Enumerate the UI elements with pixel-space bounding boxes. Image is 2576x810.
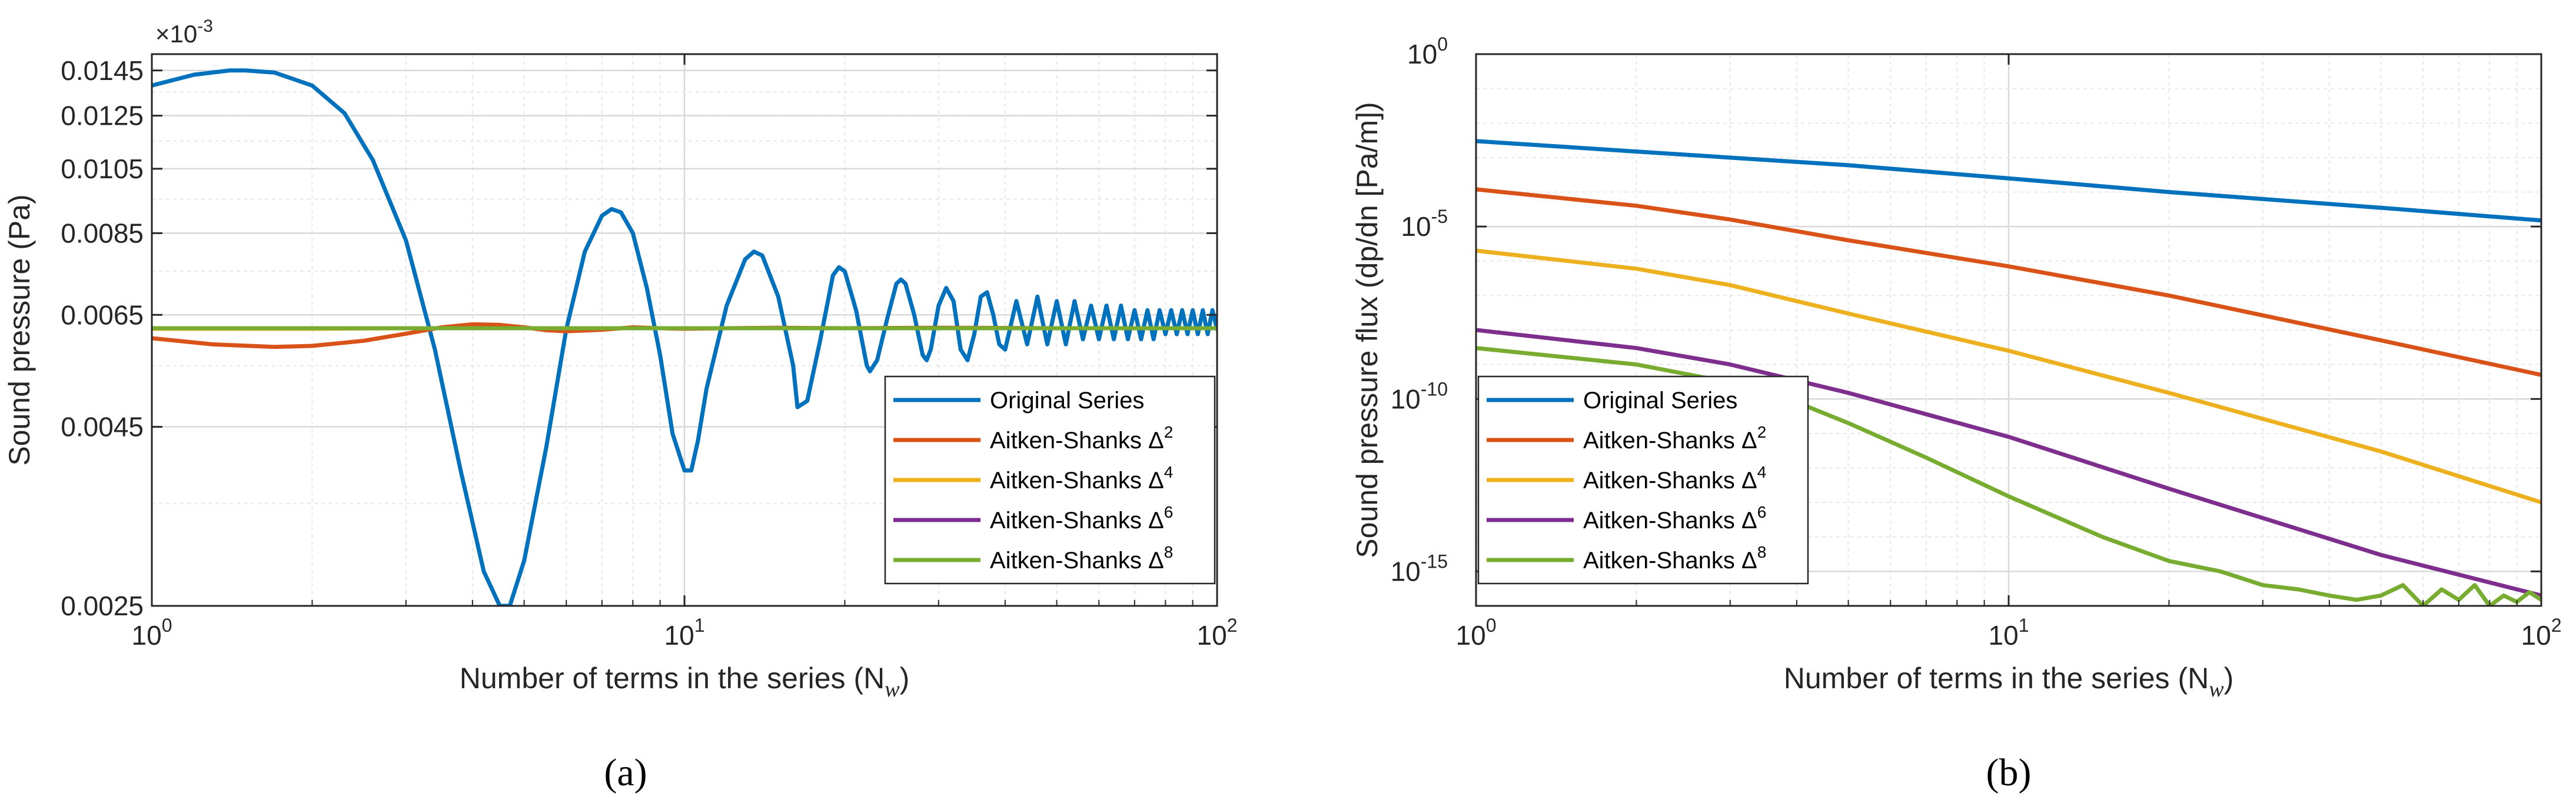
series-line-1 [152, 68, 1217, 606]
legend-label-4: Aitken-Shanks Δ6 [990, 503, 1173, 534]
series-line-2 [1476, 187, 2541, 377]
legend-label-1: Original Series [990, 388, 1144, 414]
y-tick-label: 10-15 [1391, 551, 1448, 586]
panel-b-x-axis-label: Number of terms in the series (Nw) [1784, 662, 2233, 702]
y-tick-label: 100 [1407, 34, 1448, 69]
x-tick-label: 101 [664, 615, 705, 651]
panel-b-ticks: 100 101 102 10-15 10-10 10-5 100 [1391, 34, 2562, 651]
legend-label-5: Aitken-Shanks Δ8 [990, 543, 1173, 574]
panel-a-y-axis-label: Sound pressure (Pa) [3, 194, 36, 465]
y-tick-label: 0.0105 [61, 154, 144, 184]
legend-label-1: Original Series [1583, 388, 1737, 414]
series-line-5 [1476, 346, 2541, 606]
legend-label-2: Aitken-Shanks Δ2 [1583, 423, 1766, 454]
y-tick-label: 0.0025 [61, 591, 144, 621]
panel-a-legend: Original Series Aitken-Shanks Δ2 Aitken-Sh… [884, 375, 1216, 585]
y-tick-label: 0.0085 [61, 218, 144, 248]
panel-b: 100 101 102 10-15 10-10 10-5 100 Sound pressur… [1351, 34, 2561, 794]
x-tick-label: 101 [1989, 615, 2029, 651]
y-tick-label: 0.0125 [61, 101, 144, 131]
panel-a-x-axis-label: Number of terms in the series (Nw) [460, 662, 909, 702]
x-tick-label: 102 [1197, 615, 1238, 651]
y-tick-label: 0.0145 [61, 55, 144, 86]
panel-a-label: (a) [604, 751, 647, 794]
series-line-4 [1476, 328, 2541, 598]
x-tick-label: 102 [2521, 615, 2562, 651]
y-tick-label: 0.0065 [61, 299, 144, 330]
panel-b-legend: Original Series Aitken-Shanks Δ2 Aitken-Sh… [1477, 375, 1809, 585]
legend-label-3: Aitken-Shanks Δ4 [1583, 463, 1766, 494]
legend-label-5: Aitken-Shanks Δ8 [1583, 543, 1766, 574]
panel-a-series [152, 68, 1217, 606]
legend-label-3: Aitken-Shanks Δ4 [990, 463, 1173, 494]
y-tick-label: 10-5 [1401, 206, 1448, 242]
series-line-1 [1476, 139, 2541, 223]
panel-b-y-axis-label: Sound pressure flux (dp/dn [Pa/m]) [1351, 102, 1384, 558]
series-line-3 [1476, 248, 2541, 505]
y-tick-label: 0.0045 [61, 412, 144, 442]
y-multiplier-label: ×10-3 [155, 16, 213, 48]
legend-label-4: Aitken-Shanks Δ6 [1583, 503, 1766, 534]
x-tick-label: 100 [1456, 615, 1497, 651]
panel-a: 100 101 1020.00250.00450.00650.00850.01050… [3, 16, 1237, 794]
panel-b-label: (b) [1986, 751, 2032, 794]
legend-label-2: Aitken-Shanks Δ2 [990, 423, 1173, 454]
panel-b-series [1476, 139, 2541, 606]
panel-a-y-multiplier: ×10-3 [155, 16, 213, 48]
y-tick-label: 10-10 [1391, 378, 1448, 414]
